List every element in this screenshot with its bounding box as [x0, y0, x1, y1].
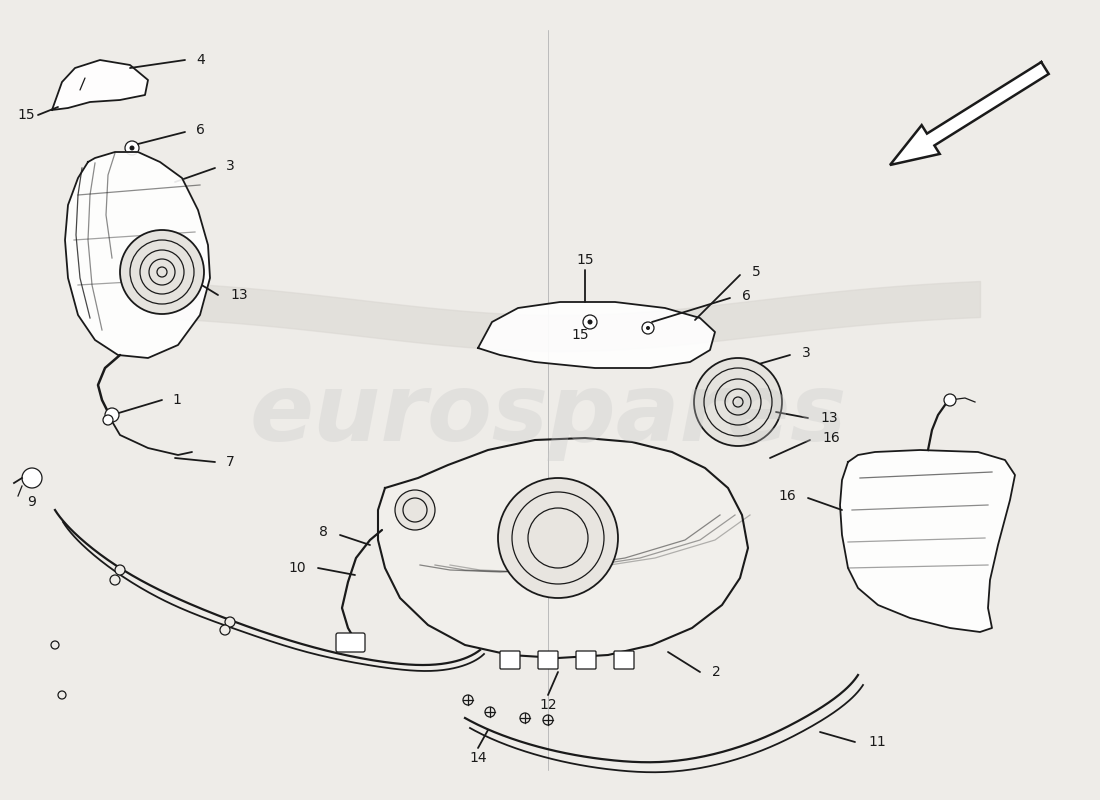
Text: 3: 3	[802, 346, 811, 360]
Circle shape	[395, 490, 434, 530]
Polygon shape	[478, 302, 715, 368]
Text: 3: 3	[226, 159, 234, 173]
FancyBboxPatch shape	[538, 651, 558, 669]
Text: 4: 4	[196, 53, 205, 67]
Text: 2: 2	[712, 665, 720, 679]
Text: 13: 13	[820, 411, 837, 425]
Text: 12: 12	[539, 698, 557, 712]
Text: 14: 14	[470, 751, 487, 765]
Text: 13: 13	[230, 288, 248, 302]
FancyBboxPatch shape	[614, 651, 634, 669]
Text: 1: 1	[172, 393, 180, 407]
Circle shape	[642, 322, 654, 334]
Circle shape	[220, 625, 230, 635]
Text: 15: 15	[18, 108, 35, 122]
Circle shape	[120, 230, 204, 314]
Text: 9: 9	[28, 495, 36, 509]
FancyBboxPatch shape	[500, 651, 520, 669]
Circle shape	[646, 326, 650, 330]
Text: 15: 15	[576, 253, 594, 267]
Circle shape	[103, 415, 113, 425]
Polygon shape	[52, 60, 148, 110]
Polygon shape	[378, 438, 748, 658]
Text: 8: 8	[319, 525, 328, 539]
Circle shape	[51, 641, 59, 649]
Text: 5: 5	[752, 265, 761, 279]
Text: 11: 11	[868, 735, 886, 749]
Circle shape	[694, 358, 782, 446]
Text: 10: 10	[288, 561, 306, 575]
Text: 6: 6	[196, 123, 205, 137]
FancyBboxPatch shape	[576, 651, 596, 669]
Text: 6: 6	[742, 289, 751, 303]
Polygon shape	[890, 62, 1048, 165]
Text: eurospares: eurospares	[250, 369, 847, 461]
Text: 16: 16	[822, 431, 839, 445]
Circle shape	[520, 713, 530, 723]
Circle shape	[944, 394, 956, 406]
FancyBboxPatch shape	[336, 633, 365, 652]
Circle shape	[498, 478, 618, 598]
Circle shape	[58, 691, 66, 699]
Circle shape	[130, 146, 134, 150]
Circle shape	[22, 468, 42, 488]
Text: 16: 16	[779, 489, 796, 503]
Circle shape	[587, 319, 593, 325]
Text: 7: 7	[226, 455, 234, 469]
Circle shape	[125, 141, 139, 155]
Text: 15: 15	[571, 328, 588, 342]
Polygon shape	[840, 450, 1015, 632]
Circle shape	[463, 695, 473, 705]
Circle shape	[485, 707, 495, 717]
Circle shape	[543, 715, 553, 725]
Circle shape	[226, 617, 235, 627]
Circle shape	[116, 565, 125, 575]
Circle shape	[110, 575, 120, 585]
Circle shape	[583, 315, 597, 329]
Circle shape	[104, 408, 119, 422]
Polygon shape	[65, 152, 210, 358]
